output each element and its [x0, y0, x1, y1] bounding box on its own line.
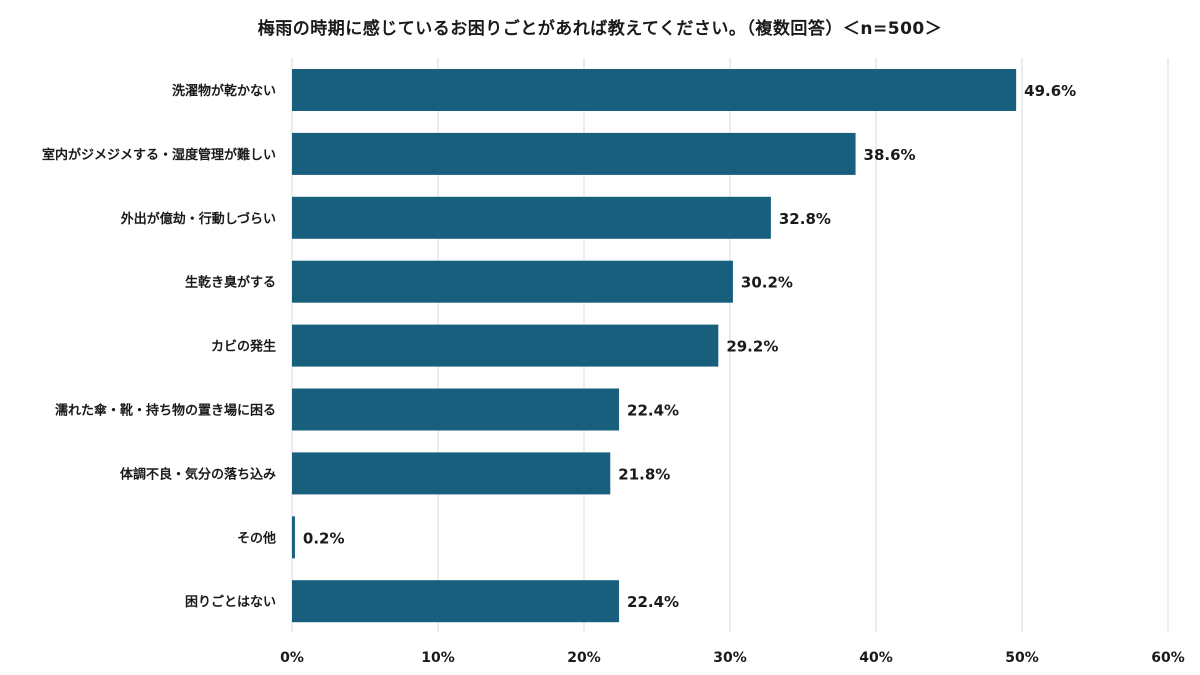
x-tick-label: 60%	[1151, 650, 1185, 666]
x-tick-label: 20%	[567, 650, 601, 666]
bar	[292, 69, 1017, 111]
category-label: その他	[237, 530, 276, 546]
data-label: 22.4%	[627, 402, 679, 420]
label-layer: 0% 10% 20% 30% 40% 50% 60% 洗濯物が乾かない 49.6% 室内がジメジメ…	[42, 82, 1185, 666]
data-label: 21.8%	[618, 465, 670, 483]
data-label: 22.4%	[627, 593, 679, 611]
category-label: 室内がジメジメする・湿度管理が難しい	[42, 147, 276, 163]
category-label: 困りごとはない	[185, 594, 276, 610]
bar	[292, 196, 771, 239]
data-label: 30.2%	[741, 274, 793, 292]
bar-layer	[292, 69, 1017, 623]
bar	[292, 388, 620, 431]
x-tick-label: 40%	[859, 650, 893, 666]
data-label: 29.2%	[726, 338, 778, 356]
data-label: 0.2%	[303, 529, 345, 547]
data-label: 38.6%	[864, 146, 916, 164]
category-label: 洗濯物が乾かない	[172, 83, 276, 99]
x-tick-label: 50%	[1005, 650, 1039, 666]
bar	[292, 260, 733, 303]
x-tick-label: 10%	[421, 650, 455, 666]
x-tick-label: 0%	[280, 650, 304, 666]
chart-title: 梅雨の時期に感じているお困りごとがあれば教えてください。（複数回答）＜n=500…	[257, 19, 943, 39]
category-label: 外出が億劫・行動しづらい	[120, 211, 276, 227]
bar	[292, 132, 856, 175]
bar	[292, 324, 719, 367]
category-label: 濡れた傘・靴・持ち物の置き場に困る	[55, 403, 276, 419]
category-label: カビの発生	[211, 339, 276, 355]
category-label: 体調不良・気分の落ち込み	[120, 466, 276, 482]
bar	[292, 516, 295, 559]
bar	[292, 580, 620, 623]
bar	[292, 452, 611, 495]
data-label: 49.6%	[1024, 82, 1076, 100]
x-tick-label: 30%	[713, 650, 747, 666]
category-label: 生乾き臭がする	[185, 275, 276, 291]
data-label: 32.8%	[779, 210, 831, 228]
